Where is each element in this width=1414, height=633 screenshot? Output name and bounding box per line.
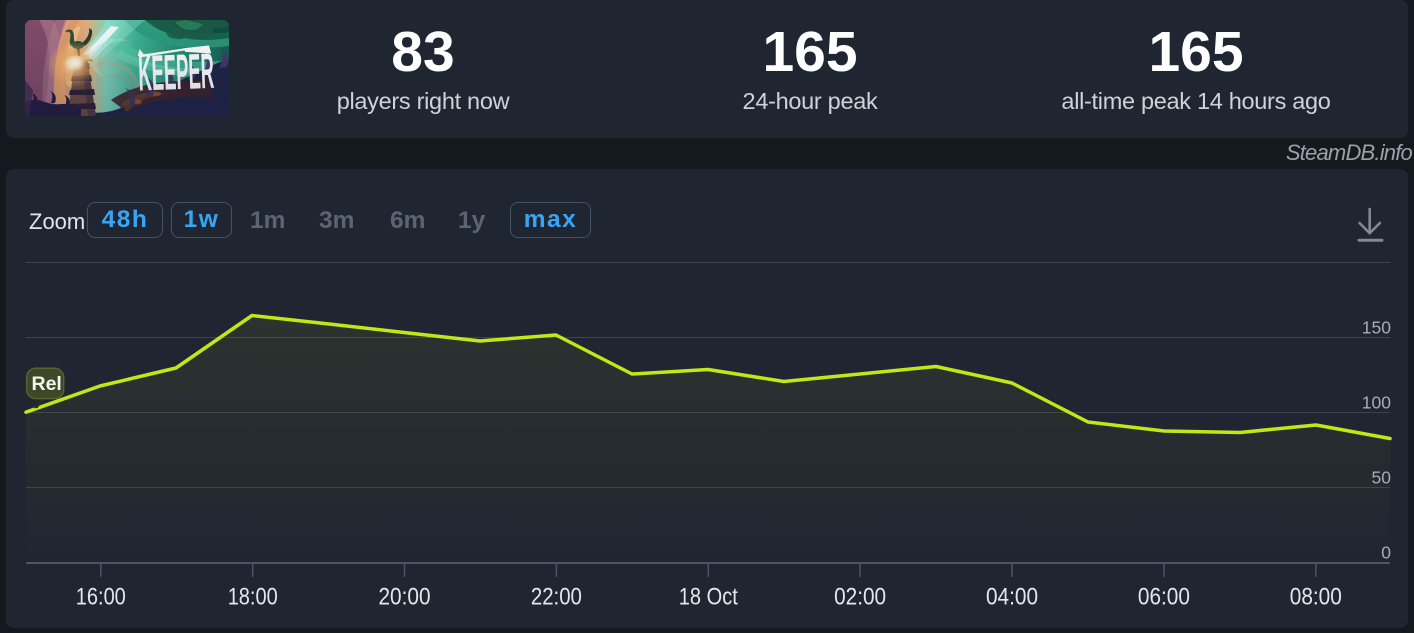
svg-text:20:00: 20:00 [379,584,431,611]
svg-text:06:00: 06:00 [1138,584,1190,611]
svg-text:08:00: 08:00 [1290,584,1342,611]
svg-text:150: 150 [1362,318,1391,338]
svg-text:22:00: 22:00 [531,584,582,611]
svg-text:16:00: 16:00 [76,584,126,611]
svg-text:50: 50 [1372,468,1392,488]
svg-text:18:00: 18:00 [228,584,278,611]
svg-text:02:00: 02:00 [834,584,886,611]
svg-text:18 Oct: 18 Oct [679,584,738,611]
svg-text:Rel: Rel [32,373,62,395]
svg-text:04:00: 04:00 [986,584,1038,611]
svg-text:0: 0 [1381,543,1391,563]
svg-text:100: 100 [1362,393,1391,413]
